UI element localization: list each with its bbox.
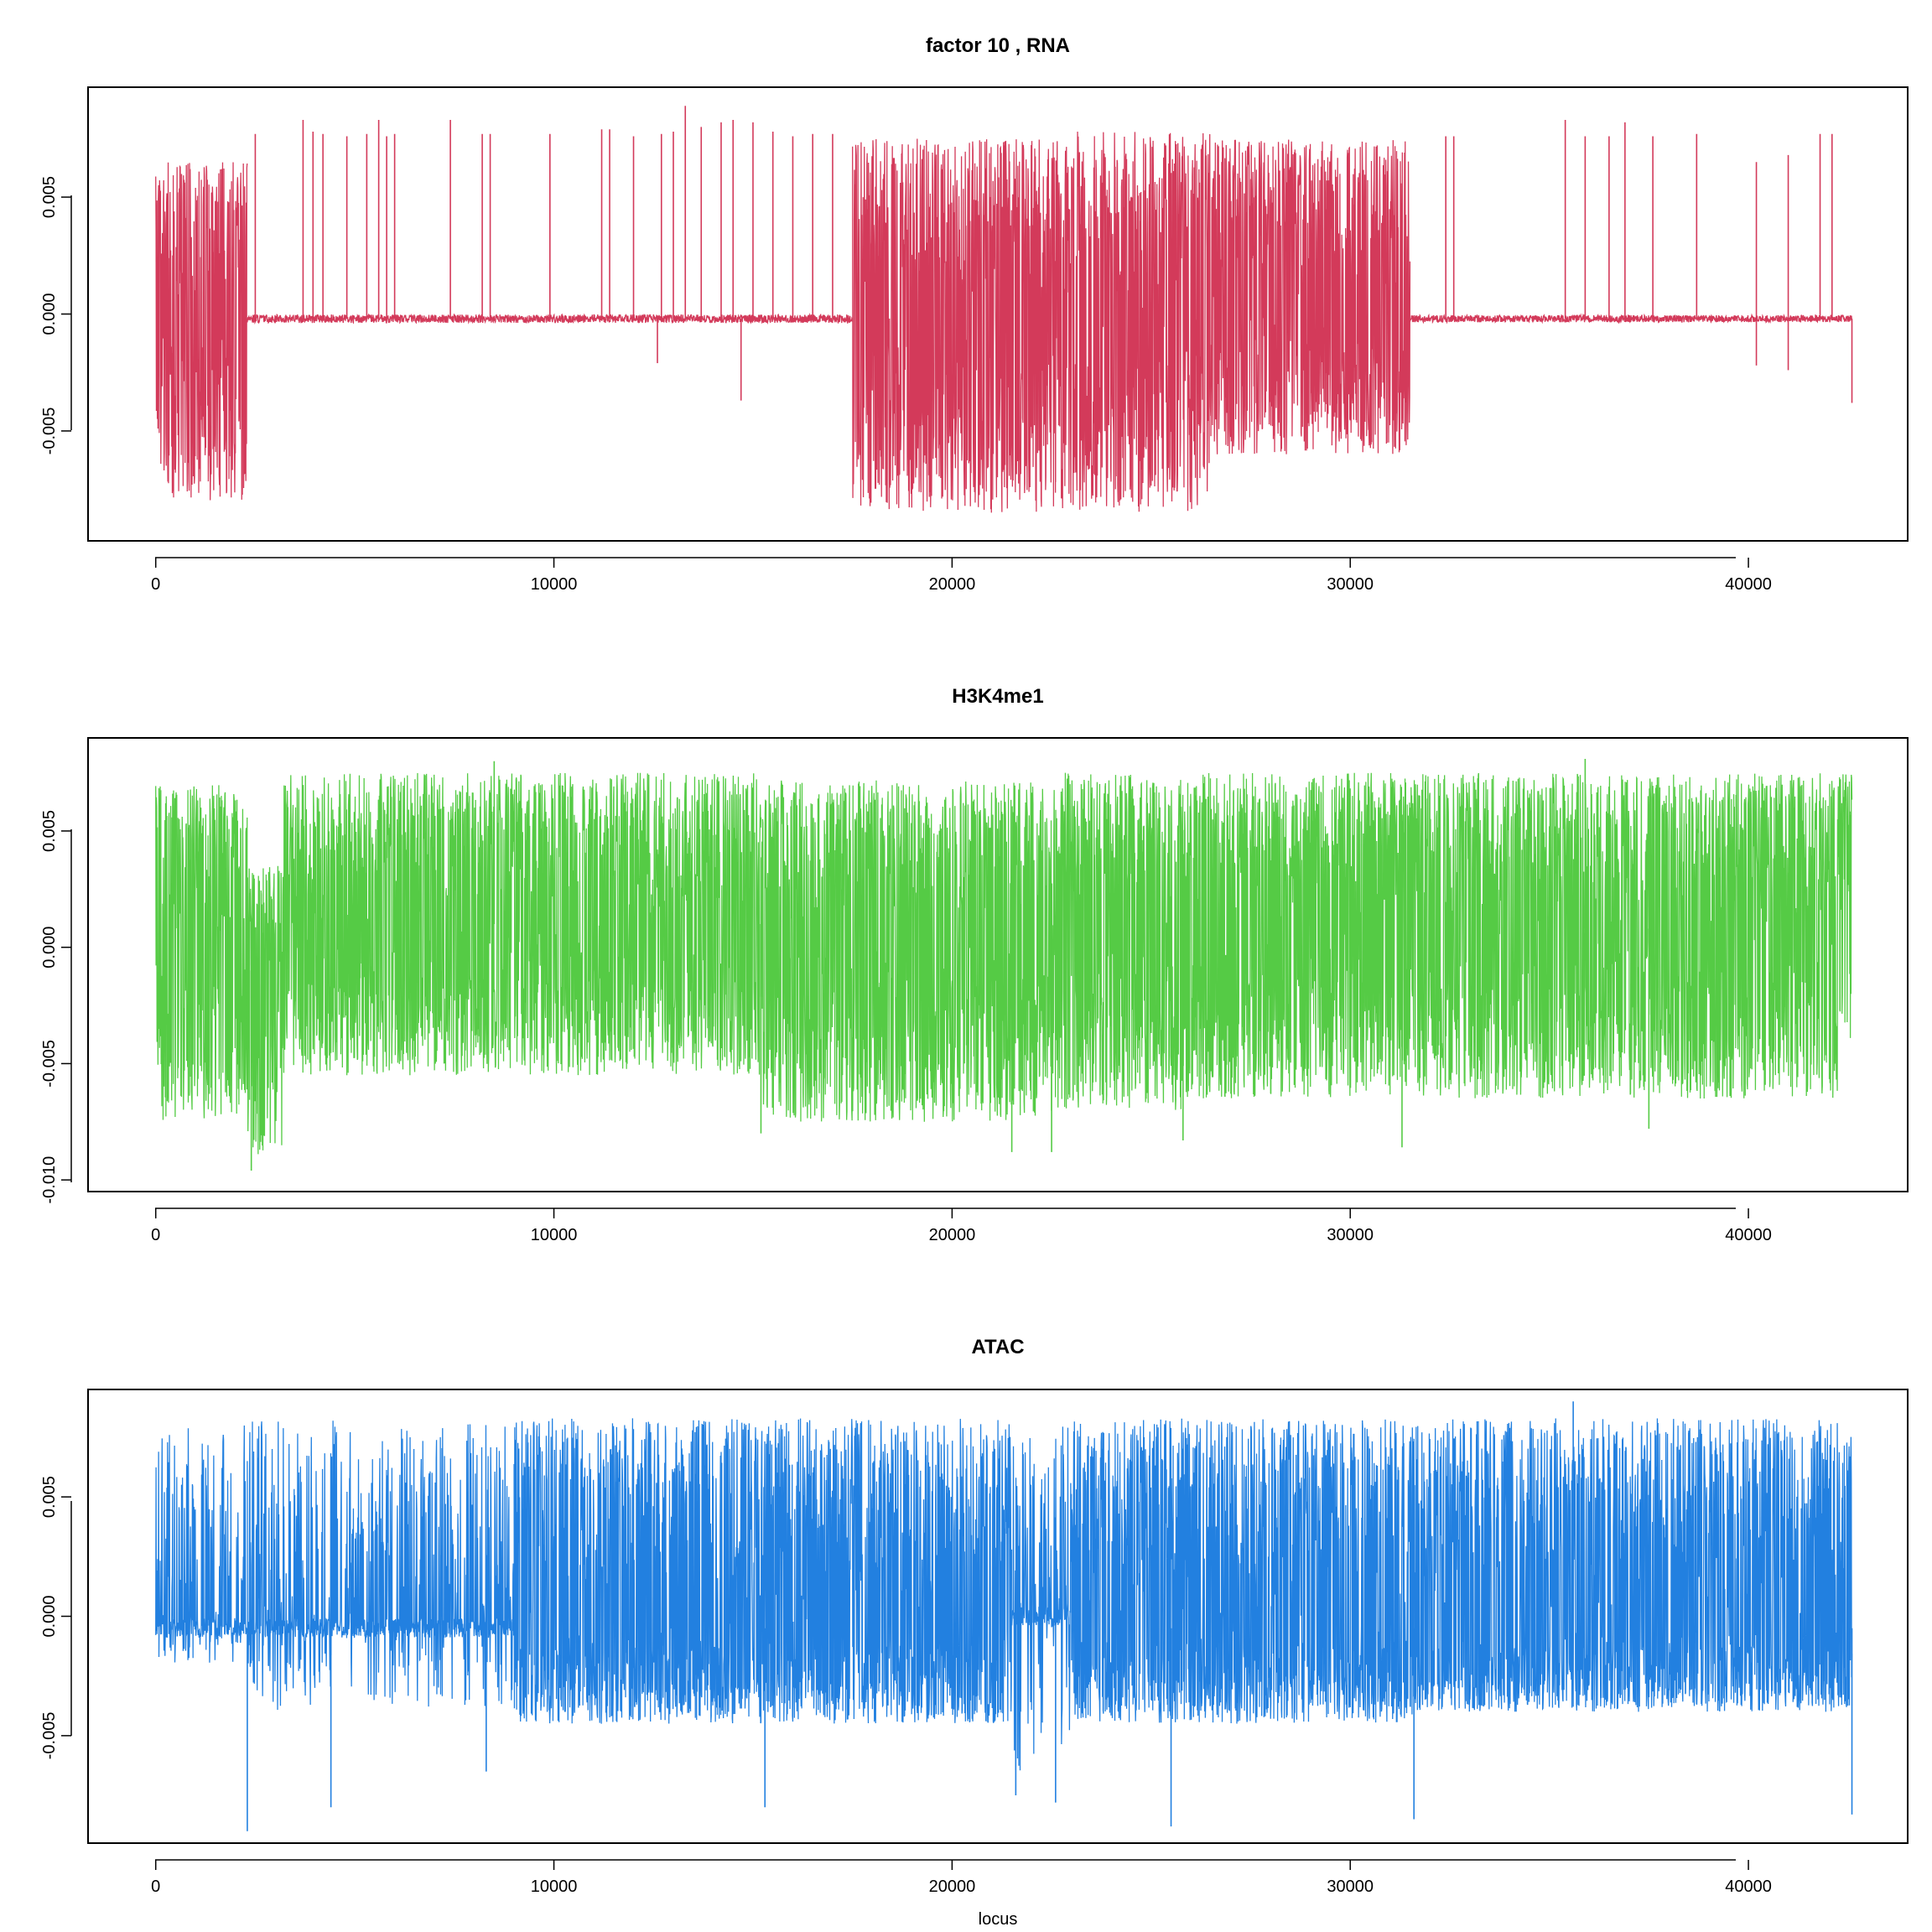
x-tick-label: 0 <box>151 1877 160 1896</box>
plot-frame <box>87 1389 1909 1844</box>
series-segment-3 <box>760 780 1052 1122</box>
x-tick-label: 30000 <box>1327 575 1374 594</box>
y-tick-label: 0.005 <box>40 1476 59 1518</box>
panel-title: H3K4me1 <box>952 685 1043 708</box>
x-axis-label: locus <box>979 1910 1018 1929</box>
h3k4me1-series <box>155 758 1853 1171</box>
x-tick-label: 0 <box>151 1226 160 1244</box>
series-segment-1 <box>247 865 284 1155</box>
axis-ticks: 0 10000 20000 30000 40000 -0.010 -0.005 0.000 0.… <box>40 810 1772 1244</box>
series-segment-2 <box>283 772 762 1076</box>
axis-ticks: 0 10000 20000 30000 40000 -0.005 0.000 0.005 <box>40 176 1772 594</box>
x-tick-label: 0 <box>151 575 160 594</box>
y-tick-label: 0.000 <box>40 927 59 969</box>
x-tick-label: 40000 <box>1725 1877 1772 1896</box>
series-segment-4 <box>1051 772 1184 1110</box>
x-tick-label: 30000 <box>1327 1226 1374 1244</box>
atac-series <box>155 1401 1853 1831</box>
y-tick-label: 0.005 <box>40 810 59 852</box>
panel-h3k4me1: H3K4me1 0 10000 20000 30000 40000 -0.010 -0.00… <box>40 685 1909 1244</box>
x-tick-label: 20000 <box>929 575 976 594</box>
series-segment-0 <box>155 785 248 1120</box>
panel-title: factor 10 , RNA <box>926 34 1070 57</box>
series-segment-5 <box>1413 1418 1853 1712</box>
x-tick-label: 20000 <box>929 1226 976 1244</box>
y-tick-label: -0.010 <box>40 1156 59 1204</box>
panel-title: ATAC <box>971 1336 1024 1358</box>
y-tick-label: 0.005 <box>40 176 59 218</box>
x-tick-label: 20000 <box>929 1877 976 1896</box>
series-segment-3 <box>1055 132 1212 512</box>
panel-rna: factor 10 , RNA 0 10000 20000 30000 40000 -0.… <box>40 34 1909 594</box>
series-segment-4 <box>1210 139 1411 454</box>
y-tick-label: -0.005 <box>40 1040 59 1088</box>
series-segment-1 <box>247 1420 515 1711</box>
plot-frame <box>87 737 1909 1192</box>
series-segment-2 <box>513 1418 1013 1724</box>
axis-ticks: 0 10000 20000 30000 40000 -0.005 0.000 0.005 <box>40 1476 1772 1896</box>
x-tick-label: 30000 <box>1327 1877 1374 1896</box>
series-segment-1 <box>247 312 854 325</box>
x-tick-label: 10000 <box>531 1877 578 1896</box>
y-tick-label: -0.005 <box>40 408 59 455</box>
panel-atac: ATAC 0 10000 20000 30000 40000 -0.005 0.000 0.0… <box>40 1336 1909 1929</box>
series-segment-2 <box>852 138 1057 513</box>
series-segment-0 <box>155 1426 248 1663</box>
series-segment-0 <box>155 162 248 501</box>
series-segment-5 <box>1182 772 1853 1098</box>
x-tick-label: 40000 <box>1725 1226 1772 1244</box>
series-segment-4 <box>1071 1418 1415 1724</box>
series-segment-3 <box>1010 1426 1072 1771</box>
x-tick-label: 40000 <box>1725 575 1772 594</box>
y-tick-label: 0.000 <box>40 1595 59 1637</box>
x-tick-label: 10000 <box>531 1226 578 1244</box>
x-tick-label: 10000 <box>531 575 578 594</box>
series-segment-5 <box>1409 313 1852 325</box>
y-tick-label: -0.005 <box>40 1712 59 1760</box>
plot-frame <box>87 86 1909 542</box>
y-tick-label: 0.000 <box>40 293 59 335</box>
rna-series <box>155 106 1853 513</box>
